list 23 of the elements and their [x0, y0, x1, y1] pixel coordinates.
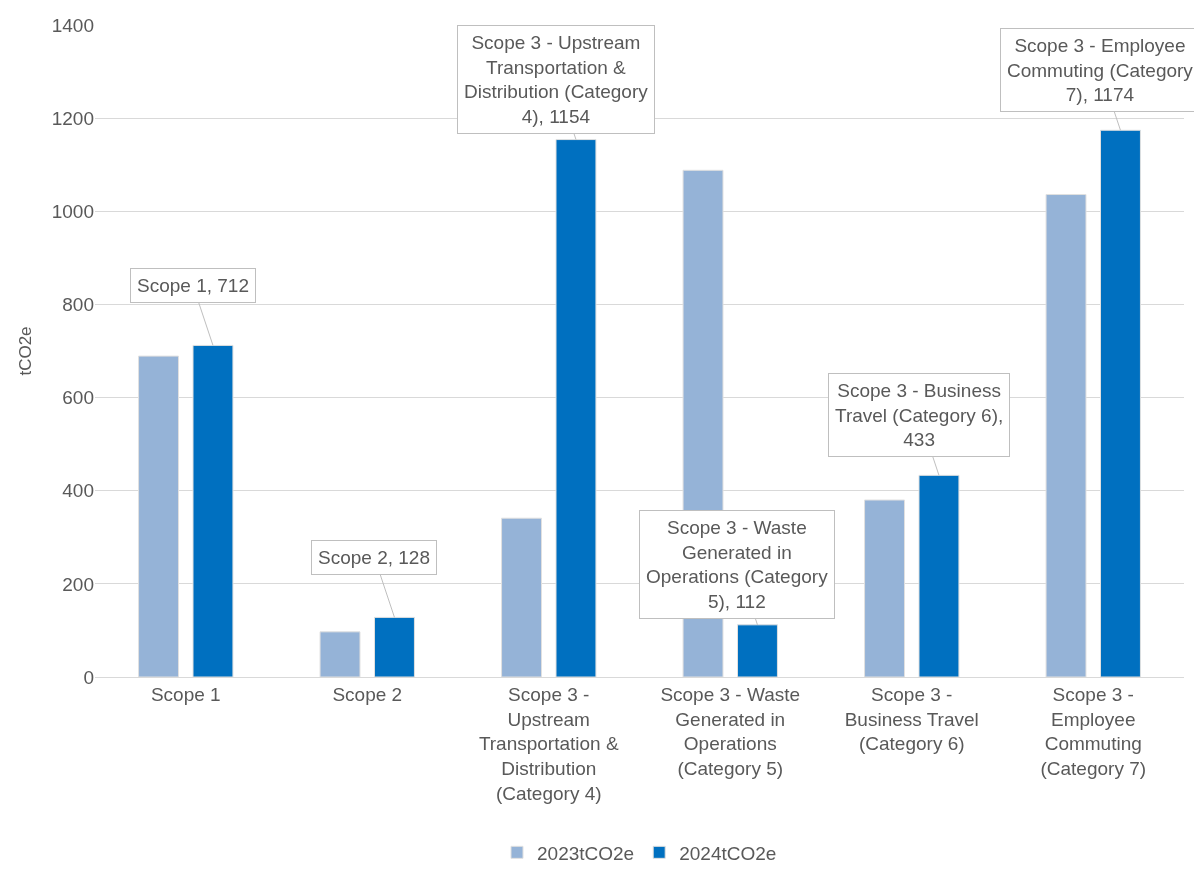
data-label: Scope 3 - Upstream Transportation & Distribution (Category 4), 1154	[464, 32, 649, 128]
y-tick-label: 600	[62, 387, 94, 409]
y-axis-title: tCO2e	[16, 326, 36, 376]
y-tick-label: 800	[62, 294, 94, 316]
data-label: Scope 3 - Waste Generated in Operations (Category 5), 112	[646, 517, 829, 613]
data-label: Scope 3 - Employee Commuting (Category 7), 1174	[1007, 35, 1194, 106]
x-tick-label: Scope 3 - Upstream Transportation & Distribution (Category 4)	[478, 683, 619, 804]
legend-label: 2023tCO2e	[537, 842, 635, 864]
y-tick-label: 1400	[51, 14, 94, 36]
x-tick-label: Scope 2	[332, 683, 403, 705]
y-tick-label: 200	[62, 573, 94, 595]
data-label: Scope 1, 712	[137, 275, 249, 296]
x-tick-label: Scope 1	[150, 683, 221, 705]
y-tick-label: 1200	[51, 107, 94, 129]
x-tick-label: Scope 3 - Employee Commuting (Category 7)	[1040, 683, 1147, 779]
y-tick-label: 0	[83, 666, 94, 688]
y-tick-label: 400	[62, 480, 94, 502]
x-tick-label: Scope 3 - Business Travel (Category 6)	[844, 683, 979, 755]
legend-label: 2024tCO2e	[679, 842, 777, 864]
data-label: Scope 3 - Business Travel (Category 6), 433	[835, 380, 1004, 451]
y-tick-label: 1000	[51, 200, 94, 222]
x-tick-label: Scope 3 - Waste Generated in Operations (Category 5)	[660, 683, 801, 779]
data-label: Scope 2, 128	[318, 547, 430, 568]
